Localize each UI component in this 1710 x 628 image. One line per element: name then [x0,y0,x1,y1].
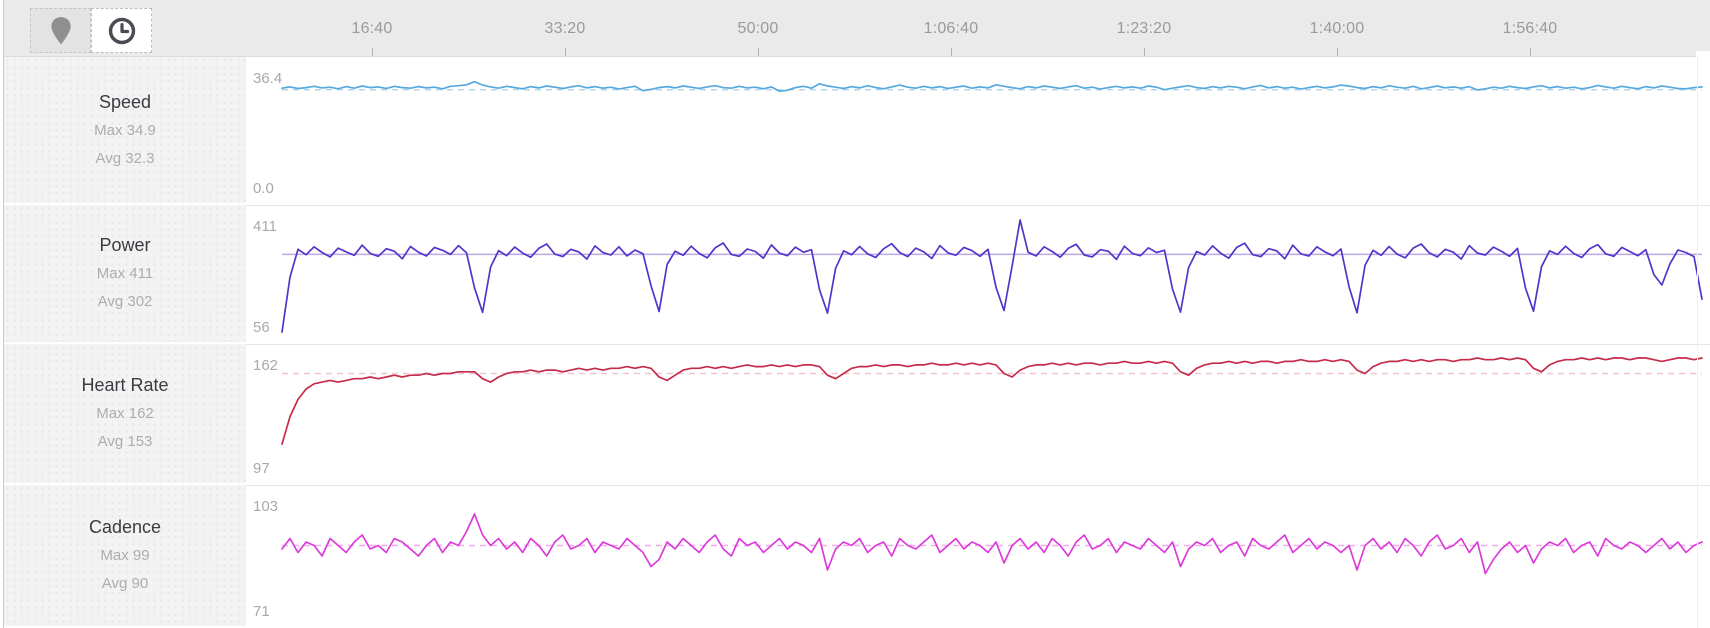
power-plot-area[interactable]: 411 56 [246,205,1710,344]
cadence-plot-area[interactable]: 103 71 [246,485,1710,628]
y-axis-min-label: 56 [253,319,270,336]
map-pin-icon [50,16,71,44]
metric-row-speed: Speed Max 34.9 Avg 32.3 36.4 0.0 [0,57,1710,205]
metric-title: Power [99,235,151,255]
time-tick-label: 1:06:40 [923,20,979,37]
charts-stack: Speed Max 34.9 Avg 32.3 36.4 0.0 Power M… [0,57,1710,628]
chart-header-bar: 16:40 33:20 50:00 1:06:40 1:23:20 1:40:00 1:56… [4,0,1710,57]
metric-card-cadence: Cadence Max 99 Avg 90 [4,485,246,626]
time-tick-mark [1337,48,1338,56]
metric-avg-label: Avg 302 [97,293,153,310]
metric-avg-label: Avg 90 [101,575,149,592]
power-line-chart [281,219,1703,333]
time-tick-mark [565,48,566,56]
y-axis-max-label: 162 [253,357,279,374]
metric-max-label: Max 162 [96,405,154,422]
metric-row-cadence: Cadence Max 99 Avg 90 103 71 [0,485,1710,628]
time-tick-mark [1530,48,1531,56]
time-tick-mark [951,48,952,56]
time-tick-mark [758,48,759,56]
y-axis-max-label: 103 [253,498,279,515]
metric-title: Heart Rate [81,375,169,395]
metric-title: Speed [98,91,152,112]
metric-avg-label: Avg 32.3 [95,149,155,167]
cadence-line-chart [281,513,1703,575]
metric-card-heart-rate: Heart Rate Max 162 Avg 153 [4,344,246,483]
metric-row-heart-rate: Heart Rate Max 162 Avg 153 162 97 [0,344,1710,485]
metric-max-label: Max 411 [96,265,154,282]
metric-max-label: Max 99 [100,547,150,564]
power-series-line [281,219,1703,333]
y-axis-min-label: 71 [253,603,270,620]
time-mode-button[interactable] [91,8,152,53]
time-tick-label: 1:56:40 [1502,20,1558,37]
metric-max-label: Max 34.9 [94,121,156,139]
panel-divider [246,205,1710,206]
heart-rate-plot-area[interactable]: 162 97 [246,344,1710,485]
time-tick-label: 50:00 [737,20,779,37]
time-tick-label: 16:40 [351,20,393,37]
heart-rate-series-line [281,357,1703,446]
metric-card-speed: Speed Max 34.9 Avg 32.3 [4,57,246,203]
heart-rate-line-chart [281,357,1703,446]
metric-card-power: Power Max 411 Avg 302 [4,205,246,342]
axis-mode-toolbar [30,8,152,53]
time-tick-label: 1:23:20 [1116,20,1172,37]
cadence-series-line [281,513,1703,575]
metric-title: Cadence [88,517,162,537]
y-axis-min-label: 97 [253,460,270,477]
y-axis-max-label: 36.4 [253,70,283,87]
panel-divider [246,485,1710,486]
time-tick-label: 33:20 [544,20,586,37]
y-axis-max-label: 411 [253,218,277,235]
time-tick-mark [372,48,373,56]
scroll-gutter-line [1697,57,1698,628]
distance-mode-button[interactable] [30,8,91,53]
metric-avg-label: Avg 153 [97,433,153,450]
speed-series-line [281,80,1703,93]
window-left-border [3,0,4,628]
header-right-notch [1696,51,1710,57]
y-axis-min-label: 0.0 [253,180,274,197]
metric-row-power: Power Max 411 Avg 302 411 56 [0,205,1710,344]
time-tick-mark [1144,48,1145,56]
time-tick-label: 1:40:00 [1309,20,1365,37]
clock-icon [108,17,135,44]
speed-line-chart [281,80,1703,93]
panel-divider [246,344,1710,345]
speed-plot-area[interactable]: 36.4 0.0 [246,57,1710,205]
